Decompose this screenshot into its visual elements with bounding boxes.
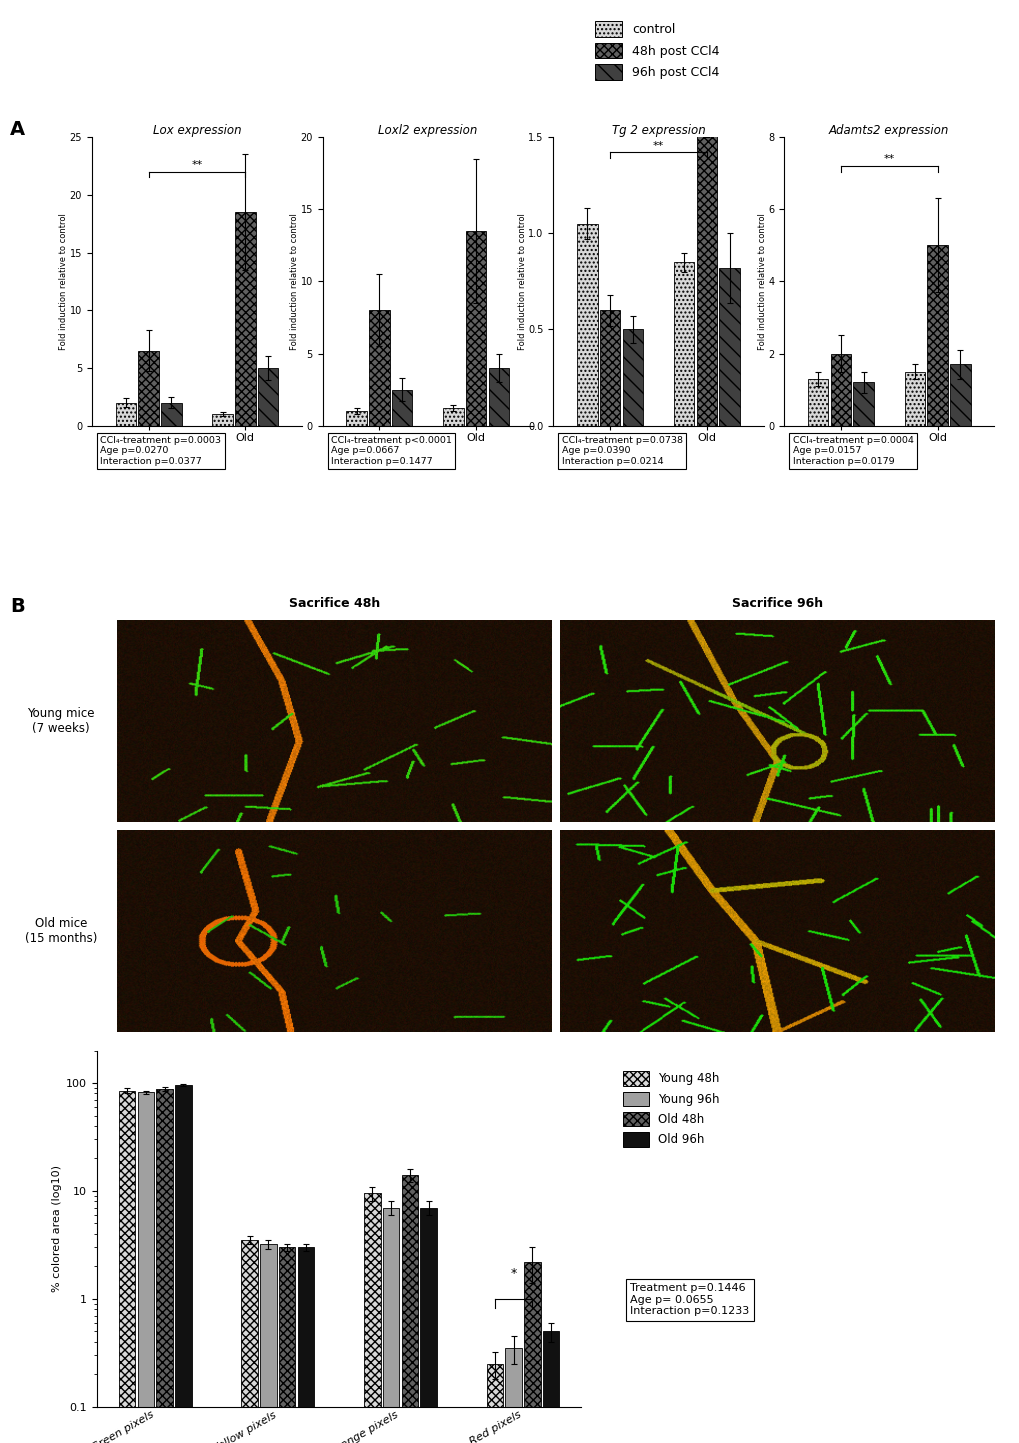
Bar [242,1240,258,1443]
Title: Lox expression: Lox expression [153,124,242,137]
Bar [346,411,367,426]
Bar [542,1332,558,1443]
Bar [599,310,620,426]
Bar [382,1208,398,1443]
Bar [623,329,643,426]
Text: **: ** [882,154,894,165]
Legend: Young 48h, Young 96h, Old 48h, Old 96h: Young 48h, Young 96h, Old 48h, Old 96h [618,1066,723,1152]
Bar [119,1091,136,1443]
Bar [577,224,597,426]
Bar [420,1208,436,1443]
Bar [175,1085,192,1443]
Title: Loxl2 expression: Loxl2 expression [378,124,477,137]
Bar [486,1364,502,1443]
Y-axis label: Fold induction relative to control: Fold induction relative to control [289,214,299,349]
Bar [212,414,232,426]
Text: A: A [10,120,25,140]
Bar [139,351,159,426]
Text: Old mice
(15 months): Old mice (15 months) [25,918,97,945]
Bar [260,1244,276,1443]
Text: CCl₄-treatment p=0.0738
Age p=0.0390
Interaction p=0.0214: CCl₄-treatment p=0.0738 Age p=0.0390 Int… [561,436,682,466]
Y-axis label: % colored area (log10): % colored area (log10) [52,1165,62,1293]
Y-axis label: Fold induction relative to control: Fold induction relative to control [518,214,527,349]
Bar [718,268,739,426]
Bar [829,354,851,426]
Bar [904,371,924,426]
Bar [696,118,716,426]
Bar [156,1089,173,1443]
Text: CCl₄-treatment p<0.0001
Age p=0.0667
Interaction p=0.1477: CCl₄-treatment p<0.0001 Age p=0.0667 Int… [331,436,451,466]
Bar [258,368,278,426]
Text: B: B [10,596,24,616]
Bar [115,403,136,426]
Text: Treatment p=0.1446
Age p= 0.0655
Interaction p=0.1233: Treatment p=0.1446 Age p= 0.0655 Interac… [630,1283,749,1316]
Bar [853,382,873,426]
Bar [488,368,508,426]
Title: Tg 2 expression: Tg 2 expression [611,124,705,137]
Text: CCl₄-treatment p=0.0003
Age p=0.0270
Interaction p=0.0377: CCl₄-treatment p=0.0003 Age p=0.0270 Int… [100,436,221,466]
Bar [369,310,389,426]
Bar [807,378,827,426]
Bar [298,1247,314,1443]
Bar [950,365,970,426]
Bar [466,231,486,426]
Bar [524,1263,540,1443]
Text: **: ** [192,160,203,170]
Text: Young mice
(7 weeks): Young mice (7 weeks) [28,707,95,734]
Text: CCl₄-treatment p=0.0004
Age p=0.0157
Interaction p=0.0179: CCl₄-treatment p=0.0004 Age p=0.0157 Int… [792,436,913,466]
Bar [391,390,412,426]
Text: Sacrifice 48h: Sacrifice 48h [288,596,380,610]
Bar [674,263,694,426]
Bar [364,1193,380,1443]
Legend: control, 48h post CCl4, 96h post CCl4: control, 48h post CCl4, 96h post CCl4 [589,16,723,85]
Text: Sacrifice 96h: Sacrifice 96h [731,596,822,610]
Bar [926,245,947,426]
Bar [279,1247,296,1443]
Bar [401,1175,418,1443]
Y-axis label: Fold induction relative to control: Fold induction relative to control [59,214,68,349]
Title: Adamts2 expression: Adamts2 expression [828,124,949,137]
Bar [138,1092,154,1443]
Text: *: * [511,1267,517,1280]
Bar [161,403,181,426]
Bar [442,408,463,426]
Bar [504,1348,522,1443]
Y-axis label: Fold induction relative to control: Fold induction relative to control [757,214,766,349]
Bar [234,212,256,426]
Text: **: ** [652,141,663,150]
